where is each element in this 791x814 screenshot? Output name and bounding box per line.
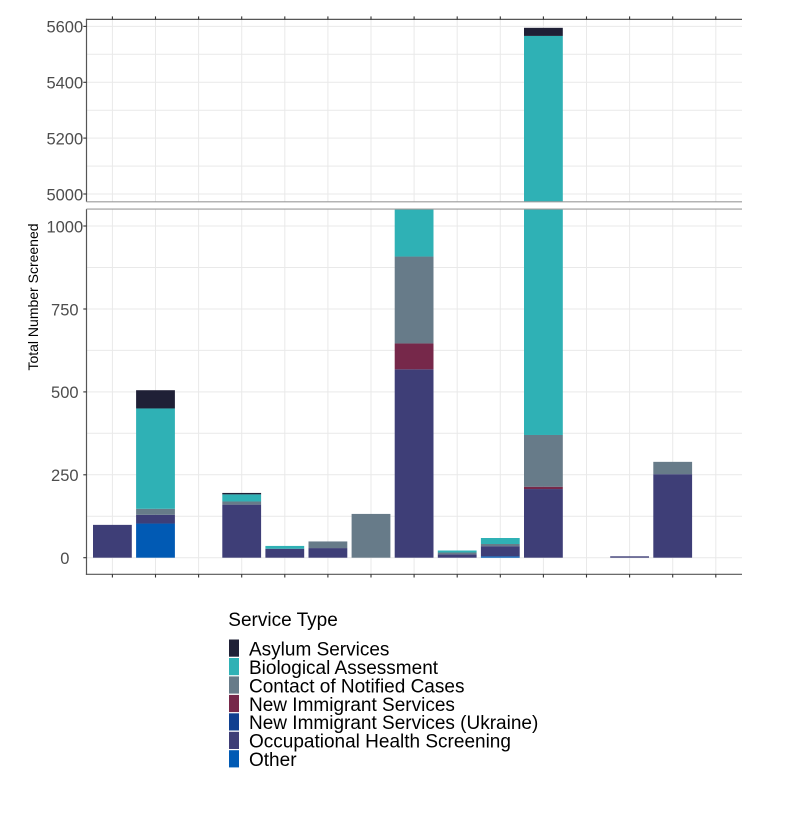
svg-text:Service Type: Service Type [228,610,337,631]
svg-text:5600: 5600 [46,19,83,37]
svg-text:5000: 5000 [46,186,83,204]
svg-text:Contact of Notified Cases: Contact of Notified Cases [249,676,464,697]
svg-text:5200: 5200 [46,130,83,148]
svg-text:New Immigrant Services: New Immigrant Services [249,695,455,716]
svg-text:Asylum Services: Asylum Services [249,639,389,660]
svg-text:500: 500 [51,384,79,402]
svg-text:0: 0 [60,550,69,568]
svg-text:Other: Other [249,750,297,771]
svg-text:Occupational Health Screening: Occupational Health Screening [249,732,511,753]
svg-text:New Immigrant Services (Ukrain: New Immigrant Services (Ukraine) [249,713,538,734]
svg-text:1000: 1000 [46,218,83,236]
svg-text:Total Number Screened: Total Number Screened [25,223,41,370]
svg-text:750: 750 [51,301,79,319]
svg-text:Biological Assessment: Biological Assessment [249,658,439,679]
svg-text:5400: 5400 [46,75,83,93]
svg-text:250: 250 [51,467,79,485]
